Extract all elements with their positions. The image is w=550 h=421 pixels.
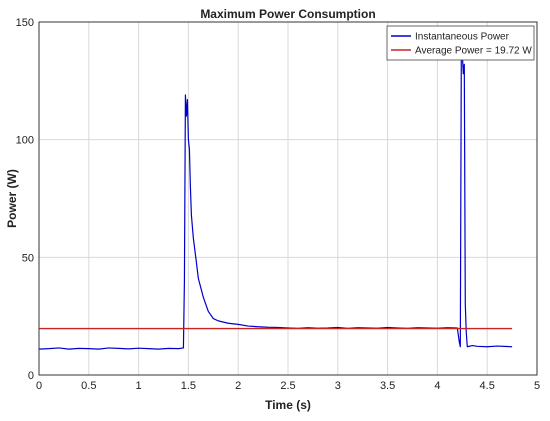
legend-box: [386, 25, 535, 61]
plot-frame: [38, 21, 538, 376]
x-tick-label: 2.5: [280, 380, 295, 392]
x-tick-label: 1.5: [181, 380, 196, 392]
x-tick-label: 4.5: [480, 380, 495, 392]
y-axis-title: Power (W): [5, 169, 19, 228]
x-tick-label: 4: [434, 380, 440, 392]
x-tick-label: 2: [235, 380, 241, 392]
x-tick-label: 3: [335, 380, 341, 392]
x-tick-label: 3.5: [380, 380, 395, 392]
x-tick-label: 1: [136, 380, 142, 392]
chart-title: Maximum Power Consumption: [200, 7, 375, 21]
x-axis-title: Time (s): [265, 398, 311, 412]
y-tick-label: 50: [22, 252, 34, 264]
y-tick-label: 0: [28, 370, 34, 382]
legend-label-instantaneous: Instantaneous Power: [415, 32, 510, 43]
legend-label-average: Average Power = 19.72 W: [415, 46, 532, 57]
legend: Instantaneous Power Average Power = 19.7…: [386, 25, 535, 61]
x-tick-label: 0: [36, 380, 42, 392]
x-tick-label: 0.5: [81, 380, 96, 392]
y-tick-label: 150: [16, 17, 34, 29]
x-tick-label: 5: [534, 380, 540, 392]
y-tick-label: 100: [16, 135, 34, 147]
